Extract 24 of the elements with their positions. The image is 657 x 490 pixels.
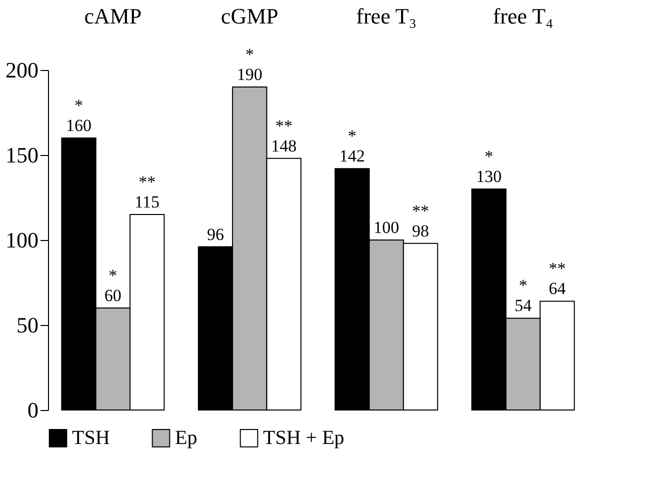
data-label: ** 115 xyxy=(134,172,160,212)
data-label: * 160 xyxy=(66,96,92,135)
data-label: 100 xyxy=(374,218,400,237)
data-label: ** 64 xyxy=(548,259,566,298)
data-label: 96 xyxy=(206,224,224,244)
data-label: ** 148 xyxy=(271,116,297,156)
x-tick-label: cAMP xyxy=(84,4,142,28)
y-tick-label: 150 xyxy=(6,142,38,168)
legend-label: Ep xyxy=(175,427,198,450)
data-label: ** 98 xyxy=(412,201,430,240)
data-label: * 60 xyxy=(104,266,122,305)
data-label: * 142 xyxy=(339,126,365,166)
data-label: * 54 xyxy=(514,276,532,316)
y-tick-label: 200 xyxy=(6,58,38,82)
y-tick-label: 50 xyxy=(16,312,38,338)
data-label: * 190 xyxy=(236,45,262,84)
x-tick-label: free T₃ xyxy=(356,4,417,28)
data-label: * 130 xyxy=(476,147,502,186)
y-tick-label: 0 xyxy=(28,398,38,422)
x-tick-label: cGMP xyxy=(220,4,278,28)
legend-label: TSH xyxy=(72,427,110,450)
x-tick-label: free T₄ xyxy=(492,4,554,28)
legend-label: TSH + Ep xyxy=(263,427,344,450)
y-tick-label: 100 xyxy=(6,228,38,252)
